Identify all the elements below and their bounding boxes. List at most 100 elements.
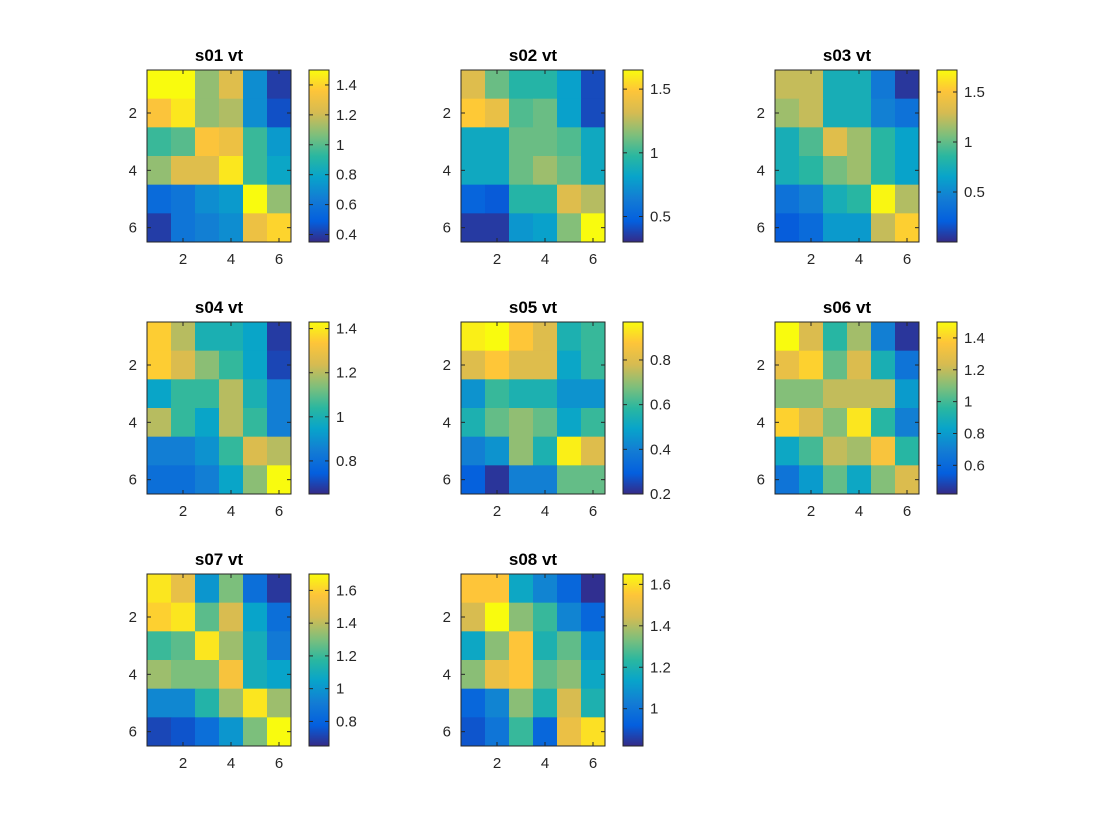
x-tick-label: 2 [807, 503, 815, 520]
heatmap-cell [485, 660, 510, 690]
heatmap-cell [581, 322, 606, 352]
heatmap-cell [461, 127, 486, 157]
y-tick-label: 4 [443, 162, 451, 179]
heatmap-cell [267, 322, 292, 352]
heatmap-cell [823, 156, 848, 186]
heatmap-cell [267, 631, 292, 661]
y-tick-label: 2 [443, 105, 451, 122]
x-tick-label: 2 [493, 503, 501, 520]
heatmap-cell [485, 379, 510, 409]
heatmap-cell [485, 127, 510, 157]
heatmap-cell [171, 127, 196, 157]
heatmap-cell [171, 631, 196, 661]
subplot-title: s07 vt [195, 550, 244, 569]
heatmap-cell [147, 574, 172, 604]
x-tick-label: 4 [227, 503, 235, 520]
heatmap-cell [775, 156, 800, 186]
heatmap-cell [219, 156, 244, 186]
heatmap-cell [171, 688, 196, 718]
colorbar-tick-label: 1.4 [336, 321, 357, 338]
subplot-1: 2 4 6 2 4 6 s01 vt 0.4 0.6 0.8 1 1.2 1.4 [129, 46, 357, 268]
heatmap-cell [799, 465, 824, 495]
y-tick-label: 6 [757, 472, 765, 489]
heatmap-cell [485, 465, 510, 495]
subplot-3: 2 4 6 2 4 6 s03 vt 0.5 1 1.5 [757, 46, 985, 268]
heatmap-cell [581, 184, 606, 214]
axes-box [460, 69, 606, 243]
x-tick-label: 6 [903, 503, 911, 520]
colorbar-box [622, 573, 644, 747]
heatmap-cell [533, 184, 558, 214]
heatmap-cell [581, 688, 606, 718]
heatmap-cell [461, 602, 486, 632]
colorbar-gradient [309, 574, 329, 746]
heatmap-cell [871, 98, 896, 128]
heatmap-cell [557, 350, 582, 380]
subplot-4: 2 4 6 2 4 6 s04 vt 0.8 1 1.2 1.4 [129, 298, 357, 520]
colorbar-gradient [623, 574, 643, 746]
colorbar-tick-label: 1.6 [650, 576, 671, 593]
heatmap-cell [557, 465, 582, 495]
heatmap-cell [509, 688, 534, 718]
colorbar-gradient [309, 322, 329, 494]
heatmap-cell [847, 184, 872, 214]
heatmap-cell [461, 436, 486, 466]
heatmap-cell [533, 322, 558, 352]
heatmap-cell [533, 602, 558, 632]
heatmap-cells [461, 70, 606, 243]
heatmap-cell [823, 465, 848, 495]
heatmap-cell [799, 213, 824, 243]
heatmap-cell [219, 631, 244, 661]
heatmap-cell [871, 127, 896, 157]
subplot-title: s01 vt [195, 46, 244, 65]
y-tick-label: 6 [443, 472, 451, 489]
heatmap-cell [847, 465, 872, 495]
heatmap-cell [557, 184, 582, 214]
colorbar-box [308, 321, 330, 495]
y-tick-label: 6 [757, 220, 765, 237]
heatmap-cell [267, 688, 292, 718]
heatmap-cell [871, 156, 896, 186]
heatmap-cell [533, 156, 558, 186]
heatmap-cell [461, 98, 486, 128]
heatmap-cell [195, 350, 220, 380]
heatmap-cell [557, 717, 582, 747]
heatmap-cell [485, 184, 510, 214]
heatmap-cell [775, 184, 800, 214]
heatmap-cell [147, 436, 172, 466]
heatmap-cell [219, 717, 244, 747]
heatmap-cell [195, 98, 220, 128]
heatmap-cells [775, 70, 920, 243]
heatmap-cell [171, 602, 196, 632]
colorbar-box [308, 69, 330, 243]
heatmap-cell [243, 688, 268, 718]
colorbar-tick-label: 1.2 [964, 362, 985, 379]
x-tick-label: 6 [589, 755, 597, 772]
heatmap-cell [799, 379, 824, 409]
heatmap-cell [195, 379, 220, 409]
colorbar-gradient [309, 70, 329, 242]
heatmap-cell [581, 436, 606, 466]
heatmap-cell [147, 213, 172, 243]
y-tick-label: 4 [129, 666, 137, 683]
heatmap-cell [871, 213, 896, 243]
heatmap-cell [243, 602, 268, 632]
x-tick-label: 6 [903, 251, 911, 268]
heatmap-cell [871, 184, 896, 214]
heatmap-cell [509, 156, 534, 186]
colorbar-tick-label: 1 [336, 137, 344, 154]
colorbar-tick-label: 0.8 [336, 453, 357, 470]
colorbar-tick-label: 1 [336, 681, 344, 698]
heatmap-cell [895, 322, 920, 352]
heatmap-cell [485, 98, 510, 128]
heatmap-cell [267, 70, 292, 100]
heatmap-cell [461, 717, 486, 747]
colorbar-tick-label: 0.8 [964, 425, 985, 442]
heatmap-cell [171, 156, 196, 186]
colorbar-tick-label: 1 [964, 394, 972, 411]
heatmap-cell [557, 379, 582, 409]
colorbar-tick-label: 1.2 [336, 365, 357, 382]
subplot-title: s04 vt [195, 298, 244, 317]
y-tick-label: 2 [757, 105, 765, 122]
y-tick-label: 2 [129, 105, 137, 122]
